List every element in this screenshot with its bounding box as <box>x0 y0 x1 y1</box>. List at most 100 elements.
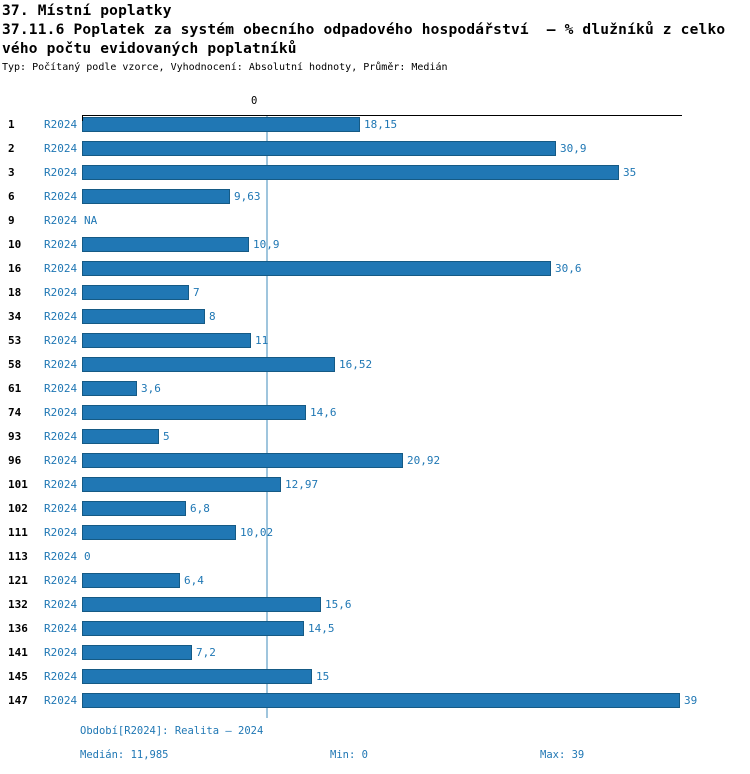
chart-subtitle: Typ: Počítaný podle vzorce, Vyhodnocení:… <box>2 62 448 73</box>
bar-value-label: 11 <box>255 334 269 347</box>
row-category-label: 147 <box>8 694 28 707</box>
row-category-label: 102 <box>8 502 28 515</box>
chart-row: 145 R2024 15 <box>0 665 750 689</box>
row-series-label: R2024 <box>44 406 78 419</box>
bar <box>82 669 312 684</box>
row-series-label: R2024 <box>44 382 78 395</box>
chart-row: 6 R2024 9,63 <box>0 185 750 209</box>
row-series-label: R2024 <box>44 310 78 323</box>
bar <box>82 309 205 324</box>
chart-row: 10 R2024 10,9 <box>0 233 750 257</box>
row-series-label: R2024 <box>44 214 78 227</box>
row-series-label: R2024 <box>44 598 78 611</box>
chart-row: 147 R2024 39 <box>0 689 750 713</box>
row-series-label: R2024 <box>44 430 78 443</box>
bar <box>82 261 551 276</box>
bar-value-label: NA <box>84 214 98 227</box>
row-category-label: 136 <box>8 622 28 635</box>
bar-value-label: 12,97 <box>285 478 319 491</box>
chart-row: 3 R2024 35 <box>0 161 750 185</box>
bar-value-label: 7 <box>193 286 200 299</box>
row-category-label: 145 <box>8 670 28 683</box>
bar-value-label: 6,8 <box>190 502 210 515</box>
bar-value-label: 15,6 <box>325 598 352 611</box>
bar <box>82 405 306 420</box>
chart-row: 132 R2024 15,6 <box>0 593 750 617</box>
row-category-label: 34 <box>8 310 22 323</box>
row-series-label: R2024 <box>44 358 78 371</box>
bar-value-label: 20,92 <box>407 454 441 467</box>
chart-row: 18 R2024 7 <box>0 281 750 305</box>
chart-row: 9 R2024 NA <box>0 209 750 233</box>
bar-value-label: 3,6 <box>141 382 161 395</box>
row-series-label: R2024 <box>44 478 78 491</box>
row-category-label: 141 <box>8 646 28 659</box>
axis-origin-tick <box>82 115 83 121</box>
row-series-label: R2024 <box>44 286 78 299</box>
row-series-label: R2024 <box>44 454 78 467</box>
row-series-label: R2024 <box>44 694 78 707</box>
bar <box>82 165 619 180</box>
row-category-label: 61 <box>8 382 22 395</box>
bar <box>82 117 360 132</box>
bar-value-label: 6,4 <box>184 574 204 587</box>
chart-row: 111 R2024 10,02 <box>0 521 750 545</box>
chart-row: 16 R2024 30,6 <box>0 257 750 281</box>
chart-row: 121 R2024 6,4 <box>0 569 750 593</box>
footer-min-label: Min: 0 <box>330 749 368 761</box>
bar <box>82 573 180 588</box>
bar <box>82 333 251 348</box>
row-category-label: 1 <box>8 118 15 131</box>
row-series-label: R2024 <box>44 622 78 635</box>
row-category-label: 96 <box>8 454 22 467</box>
row-category-label: 10 <box>8 238 22 251</box>
bar-value-label: 39 <box>684 694 698 707</box>
bar <box>82 453 403 468</box>
bar-value-label: 30,9 <box>560 142 587 155</box>
chart-row: 96 R2024 20,92 <box>0 449 750 473</box>
row-category-label: 9 <box>8 214 15 227</box>
bar <box>82 477 281 492</box>
row-category-label: 2 <box>8 142 15 155</box>
bar <box>82 237 249 252</box>
axis-zero-tick-label: 0 <box>251 95 258 107</box>
bar-value-label: 15 <box>316 670 330 683</box>
bar <box>82 645 192 660</box>
chart-row: 113 R2024 0 <box>0 545 750 569</box>
bar-value-label: 10,9 <box>253 238 280 251</box>
footer-max-label: Max: 39 <box>540 749 585 761</box>
bar <box>82 429 159 444</box>
bar <box>82 621 304 636</box>
bar-value-label: 7,2 <box>196 646 216 659</box>
chart-row: 58 R2024 16,52 <box>0 353 750 377</box>
row-series-label: R2024 <box>44 262 78 275</box>
row-category-label: 16 <box>8 262 22 275</box>
row-series-label: R2024 <box>44 670 78 683</box>
row-category-label: 132 <box>8 598 28 611</box>
row-series-label: R2024 <box>44 646 78 659</box>
bar <box>82 525 236 540</box>
footer-period-label: Období[R2024]: Realita – 2024 <box>80 725 264 737</box>
chart-row: 102 R2024 6,8 <box>0 497 750 521</box>
bar <box>82 285 189 300</box>
chart-row: 74 R2024 14,6 <box>0 401 750 425</box>
chart-title-line1: 37. Místní poplatky <box>2 3 172 19</box>
top-axis-line <box>82 115 682 116</box>
row-series-label: R2024 <box>44 334 78 347</box>
chart-row: 34 R2024 8 <box>0 305 750 329</box>
row-category-label: 121 <box>8 574 28 587</box>
chart-row: 93 R2024 5 <box>0 425 750 449</box>
chart-row: 53 R2024 11 <box>0 329 750 353</box>
chart-title-line2: 37.11.6 Poplatek za systém obecního odpa… <box>2 22 726 38</box>
chart-row: 136 R2024 14,5 <box>0 617 750 641</box>
row-series-label: R2024 <box>44 190 78 203</box>
bar-value-label: 16,52 <box>339 358 373 371</box>
bar <box>82 381 137 396</box>
row-category-label: 18 <box>8 286 22 299</box>
row-series-label: R2024 <box>44 142 78 155</box>
row-series-label: R2024 <box>44 166 78 179</box>
bar-value-label: 14,5 <box>308 622 335 635</box>
chart-row: 2 R2024 30,9 <box>0 137 750 161</box>
bar-value-label: 14,6 <box>310 406 337 419</box>
